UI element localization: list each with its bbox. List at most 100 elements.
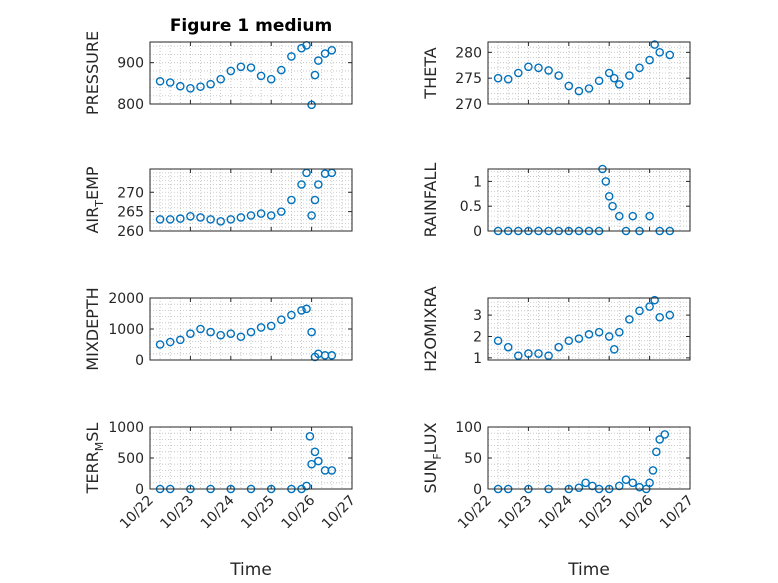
data-point bbox=[287, 310, 296, 320]
data-point bbox=[320, 49, 330, 58]
data-point bbox=[246, 63, 256, 72]
data-point bbox=[175, 214, 185, 223]
data-point bbox=[236, 332, 246, 342]
data-point bbox=[276, 315, 286, 325]
data-point bbox=[186, 211, 195, 221]
data-point bbox=[574, 334, 584, 343]
data-point bbox=[609, 345, 619, 354]
data-point bbox=[655, 48, 665, 57]
data-point bbox=[524, 62, 533, 72]
data-point bbox=[307, 211, 316, 220]
data-point bbox=[226, 215, 236, 224]
data-point bbox=[236, 62, 246, 72]
subplot-air: 260 265 270 AIRTEMP bbox=[83, 166, 353, 240]
data-point bbox=[604, 332, 614, 341]
data-point bbox=[554, 342, 564, 352]
data-point bbox=[206, 79, 215, 89]
y-tick-label: 265 bbox=[117, 205, 144, 221]
y-axis-label-text: H2OMIXRA bbox=[421, 286, 440, 372]
data-point bbox=[314, 456, 323, 466]
data-point bbox=[256, 323, 266, 332]
axes-frame bbox=[487, 297, 691, 361]
data-point bbox=[276, 207, 286, 216]
x-tick-label: 10/24 bbox=[536, 492, 576, 532]
data-point bbox=[307, 327, 316, 337]
data-point bbox=[615, 80, 624, 89]
y-axis-label-text-after: EMP bbox=[83, 166, 102, 200]
data-point bbox=[608, 201, 617, 211]
y-tick-label: 270 bbox=[455, 97, 482, 113]
data-point bbox=[314, 180, 323, 189]
data-point bbox=[534, 63, 543, 73]
data-point bbox=[554, 71, 564, 80]
y-axis-label-text-after: SL bbox=[83, 423, 102, 442]
data-point bbox=[307, 459, 316, 469]
data-point bbox=[655, 312, 665, 322]
data-point bbox=[514, 68, 523, 78]
data-point bbox=[314, 56, 323, 65]
data-point bbox=[524, 349, 533, 358]
x-tick-label: 10/23 bbox=[157, 493, 197, 533]
data-point bbox=[625, 71, 634, 80]
y-axis-label: TERRMSL bbox=[83, 423, 106, 495]
y-axis-label: THETA bbox=[421, 47, 440, 99]
y-axis-label-text: SUN bbox=[421, 460, 440, 494]
data-point bbox=[196, 324, 205, 334]
y-tick-label: 0 bbox=[135, 353, 144, 369]
data-point bbox=[165, 337, 175, 347]
y-axis-label: AIRTEMP bbox=[83, 166, 106, 233]
data-point bbox=[236, 213, 246, 222]
data-point bbox=[196, 82, 205, 91]
y-tick-label: 0 bbox=[135, 482, 144, 498]
y-tick-label: 270 bbox=[117, 185, 144, 201]
y-axis-label: MIXDEPTH bbox=[83, 287, 102, 370]
y-axis-label: PRESSURE bbox=[83, 31, 102, 115]
data-point bbox=[302, 304, 311, 314]
data-point bbox=[601, 177, 611, 186]
data-point bbox=[256, 71, 266, 81]
x-tick-label: 10/22 bbox=[117, 493, 157, 533]
y-tick-label: 2 bbox=[473, 329, 482, 345]
axes-frame bbox=[149, 297, 353, 361]
data-point bbox=[645, 302, 654, 311]
y-axis-label: H2OMIXRA bbox=[421, 286, 440, 372]
y-tick-label: 50 bbox=[464, 451, 482, 467]
data-point bbox=[297, 306, 306, 315]
y-tick-label: 1 bbox=[473, 351, 482, 367]
data-point bbox=[625, 315, 634, 324]
data-point bbox=[652, 447, 661, 457]
data-point bbox=[155, 340, 165, 349]
axes-frame bbox=[487, 426, 691, 490]
data-point bbox=[581, 478, 590, 488]
data-point bbox=[564, 336, 574, 346]
y-axis-label-text: MIXDEPTH bbox=[83, 287, 102, 370]
data-point bbox=[287, 52, 296, 61]
data-point bbox=[503, 74, 513, 84]
subplot-theta: 270 275 280 THETA bbox=[421, 40, 691, 113]
y-tick-label: 2000 bbox=[108, 291, 144, 307]
y-tick-label: 275 bbox=[455, 71, 482, 87]
data-point bbox=[650, 295, 659, 305]
data-point bbox=[503, 342, 513, 352]
subplot-terr: 0 500 1000 10/22 10/23 10/24 10/25 10/26 10/27 Ti… bbox=[83, 420, 359, 580]
data-point bbox=[186, 83, 195, 93]
data-point bbox=[650, 40, 659, 49]
data-point bbox=[584, 330, 594, 339]
x-axis-label: Time bbox=[229, 560, 272, 580]
y-tick-label: 260 bbox=[117, 224, 144, 240]
data-point bbox=[310, 195, 320, 205]
y-tick-label: 0 bbox=[473, 224, 482, 240]
data-point bbox=[628, 478, 638, 488]
data-point bbox=[621, 475, 631, 485]
data-point bbox=[645, 211, 654, 221]
data-point bbox=[574, 483, 584, 493]
subplot-h2omixra: 1 2 3 H2OMIXRA bbox=[421, 286, 691, 372]
data-point bbox=[155, 215, 165, 224]
data-point bbox=[307, 100, 316, 110]
data-point bbox=[534, 349, 543, 358]
data-point bbox=[206, 215, 215, 224]
y-tick-label: 500 bbox=[117, 451, 144, 467]
x-tick-label: 10/26 bbox=[279, 492, 319, 532]
data-point bbox=[604, 68, 614, 78]
